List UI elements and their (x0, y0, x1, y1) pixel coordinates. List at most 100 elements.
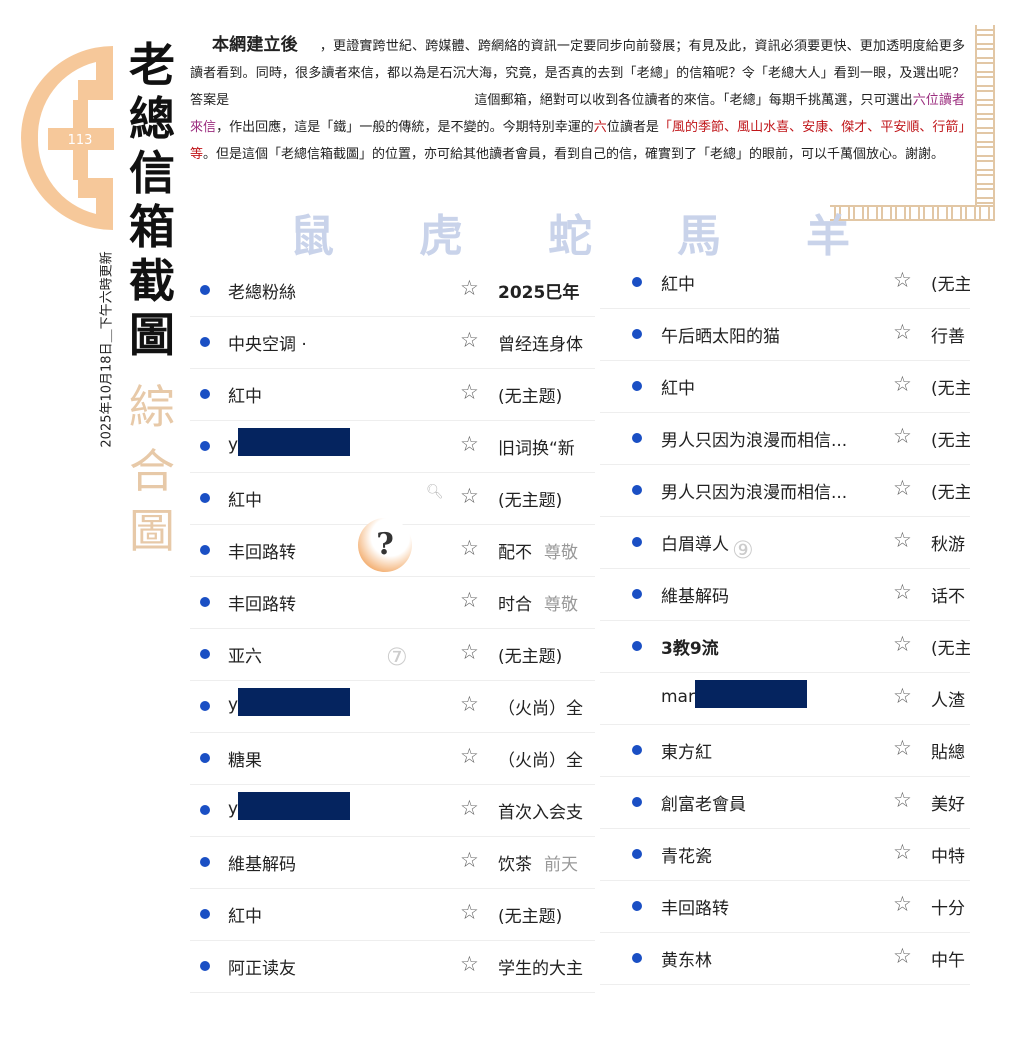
unread-dot-icon (632, 277, 642, 287)
mail-preview: 尊敬 (544, 543, 578, 563)
mail-subject: 十分 (931, 899, 965, 919)
mail-subject: (无主题) (498, 907, 563, 927)
unread-dot-icon (632, 381, 642, 391)
mail-row[interactable]: 男人只因为浪漫而相信... ☆ (无主 (600, 465, 970, 517)
mail-row[interactable]: 老總粉絲 ☆ 2025巳年 (190, 265, 595, 317)
mail-row[interactable]: 中央空调 · ☆ 曾经连身体 (190, 317, 595, 369)
star-icon[interactable]: ☆ (893, 372, 912, 396)
star-icon[interactable]: ☆ (893, 944, 912, 968)
intro-highlight: 六位讀者來信 (190, 93, 965, 135)
sender-name: 青花瓷 (661, 847, 712, 867)
mail-subject: 首次入会支 (498, 803, 583, 823)
mail-row[interactable]: y ☆ 旧词换“新 (190, 421, 595, 473)
star-icon[interactable]: ☆ (893, 892, 912, 916)
mail-row[interactable]: 男人只因为浪漫而相信... ☆ (无主 (600, 413, 970, 465)
star-icon[interactable]: ☆ (460, 432, 479, 456)
mail-row[interactable]: y ☆ （火尚）全 (190, 681, 595, 733)
star-icon[interactable]: ☆ (460, 900, 479, 924)
mail-row[interactable]: 丰回路转 ☆ 十分 (600, 881, 970, 933)
help-question-icon[interactable]: ? (358, 518, 412, 572)
sender-name: 東方紅 (661, 743, 712, 763)
intro-highlight-names: 「風的季節、風山水喜、安康、傑才、平安順、行箭」等 (190, 120, 965, 162)
sender-name: 丰回路转 (661, 899, 729, 919)
star-icon[interactable]: ☆ (893, 528, 912, 552)
intro-text: ，更證實跨世紀、跨媒體、跨網絡的資訊一定要同步向前發展；有見及此，資訊必須要更快… (190, 39, 965, 108)
mail-row[interactable]: 丰回路转 ☆ 配不 尊敬 (190, 525, 595, 577)
mail-row[interactable]: 糖果 ☆ （火尚）全 (190, 733, 595, 785)
redaction-block (238, 792, 351, 820)
sender-name: y (228, 428, 351, 456)
unread-dot-icon (200, 909, 210, 919)
mail-subject: (无主题) (498, 647, 563, 667)
mail-subject: 美好 (931, 795, 965, 815)
mail-row[interactable]: 白眉導人 ☆ 秋游 (600, 517, 970, 569)
mail-row[interactable]: 紅中 ☆ (无主题) (190, 473, 595, 525)
star-icon[interactable]: ☆ (893, 580, 912, 604)
star-icon[interactable]: ☆ (893, 736, 912, 760)
star-icon[interactable]: ☆ (460, 952, 479, 976)
unread-dot-icon (632, 589, 642, 599)
mail-row[interactable]: 紅中 ☆ (无主 (600, 361, 970, 413)
subtitle-char: 綜 (129, 380, 175, 434)
star-icon[interactable]: ☆ (893, 424, 912, 448)
mail-subject: (无主 (931, 431, 970, 451)
mail-row[interactable]: 阿正读友 ☆ 学生的大主 (190, 941, 595, 993)
mail-row[interactable]: 午后晒太阳的猫 ☆ 行善 (600, 309, 970, 361)
sender-name: 紅中 (661, 379, 695, 399)
star-icon[interactable]: ☆ (893, 840, 912, 864)
star-icon[interactable]: ☆ (460, 744, 479, 768)
title-char: 總 (129, 92, 175, 146)
star-icon[interactable]: ☆ (893, 320, 912, 344)
star-icon[interactable]: ☆ (460, 692, 479, 716)
mail-row[interactable]: 丰回路转 ☆ 时合 尊敬 (190, 577, 595, 629)
unread-dot-icon (200, 701, 210, 711)
zodiac-char: 馬 (677, 211, 721, 262)
intro-text: ，作出回應，這是「鐵」一般的傳統，是不變的。今期特別幸運的 (216, 120, 594, 135)
mail-row[interactable]: 青花瓷 ☆ 中特 (600, 829, 970, 881)
unread-dot-icon (632, 329, 642, 339)
mail-row[interactable]: 3教9流 ☆ (无主 (600, 621, 970, 673)
mail-row[interactable]: y ☆ 首次入会支 (190, 785, 595, 837)
sender-name: 男人只因为浪漫而相信... (661, 483, 848, 503)
star-icon[interactable]: ☆ (460, 380, 479, 404)
unread-dot-icon (200, 389, 210, 399)
mail-row[interactable]: 東方紅 ☆ 貼總 (600, 725, 970, 777)
mail-row[interactable]: 紅中 ☆ (无主题) (190, 369, 595, 421)
star-icon[interactable]: ☆ (460, 276, 479, 300)
mail-row[interactable]: mar ☆ 人渣 (600, 673, 970, 725)
star-icon[interactable]: ☆ (893, 476, 912, 500)
star-icon[interactable]: ☆ (460, 484, 479, 508)
sender-name: 阿正读友 (228, 959, 296, 979)
mail-row[interactable]: 創富老會員 ☆ 美好 (600, 777, 970, 829)
sender-name: y (228, 792, 351, 820)
mail-row[interactable]: 紅中 ☆ (无主 (600, 257, 970, 309)
mail-row[interactable]: 維基解码 ☆ 饮茶 前天 (190, 837, 595, 889)
marker-nine: ⑨ (732, 536, 754, 564)
mail-row[interactable]: 維基解码 ☆ 话不 (600, 569, 970, 621)
mail-preview: 前天 (544, 855, 578, 875)
unread-dot-icon (632, 641, 642, 651)
star-icon[interactable]: ☆ (460, 796, 479, 820)
star-icon[interactable]: ☆ (460, 328, 479, 352)
unread-dot-icon (632, 745, 642, 755)
star-icon[interactable]: ☆ (893, 684, 912, 708)
unread-dot-icon (632, 537, 642, 547)
title-char: 截 (129, 254, 175, 308)
marker-seven: ⑦ (386, 643, 408, 671)
mail-row[interactable]: 黄东林 ☆ 中午 (600, 933, 970, 985)
star-icon[interactable]: ☆ (460, 848, 479, 872)
mail-row[interactable]: 亚六 ☆ (无主题) (190, 629, 595, 681)
star-icon[interactable]: ☆ (460, 588, 479, 612)
unread-dot-icon (200, 337, 210, 347)
mail-subject: 曾经连身体 (498, 335, 583, 355)
star-icon[interactable]: ☆ (893, 632, 912, 656)
mail-subject: （火尚）全 (498, 699, 583, 719)
unread-dot-icon (200, 545, 210, 555)
star-icon[interactable]: ☆ (893, 268, 912, 292)
mail-row[interactable]: 紅中 ☆ (无主题) (190, 889, 595, 941)
search-icon[interactable]: 🔍︎ (426, 484, 444, 500)
star-icon[interactable]: ☆ (893, 788, 912, 812)
unread-dot-icon (632, 433, 642, 443)
star-icon[interactable]: ☆ (460, 536, 479, 560)
star-icon[interactable]: ☆ (460, 640, 479, 664)
